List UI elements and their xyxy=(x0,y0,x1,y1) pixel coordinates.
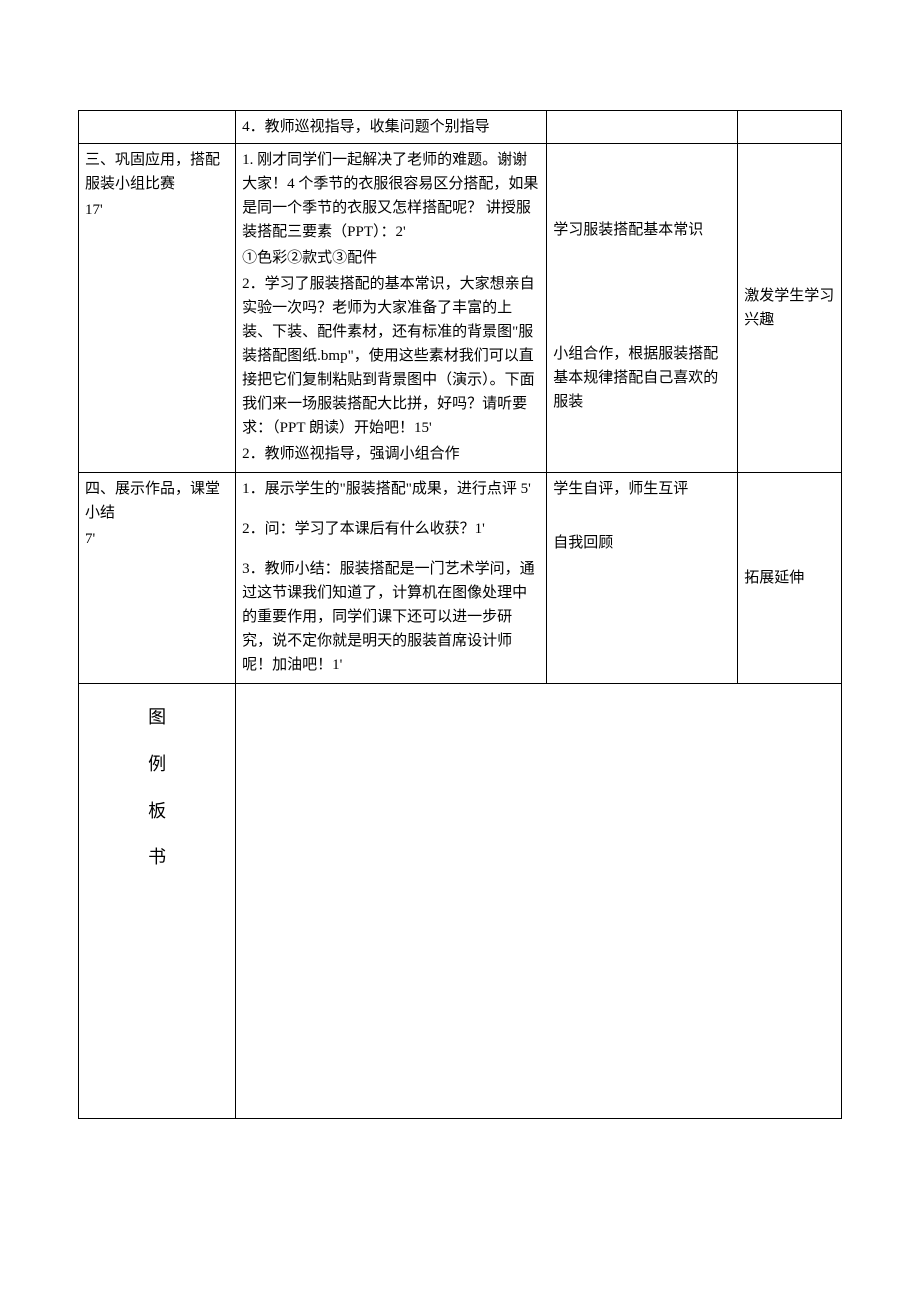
student-cell xyxy=(547,111,738,144)
stage-duration: 17' xyxy=(85,198,229,222)
spacer xyxy=(553,300,731,314)
spacer xyxy=(553,258,731,272)
intent-cell: 拓展延伸 xyxy=(738,473,842,684)
spacer xyxy=(242,543,540,557)
spacer xyxy=(553,286,731,300)
page: 4．教师巡视指导，收集问题个别指导 三、巩固应用，搭配服装小组比赛 17' 1.… xyxy=(0,0,920,1302)
intent-cell: 激发学生学习兴趣 xyxy=(738,144,842,473)
student-block: 小组合作，根据服装搭配基本规律搭配自己喜欢的服装 xyxy=(553,342,731,414)
teacher-line: 3．教师小结：服装搭配是一门艺术学问，通过这节课我们知道了，计算机在图像处理中的… xyxy=(242,557,540,677)
stage-title: 四、展示作品，课堂小结 xyxy=(85,477,229,525)
teacher-line: 2．学习了服装搭配的基本常识，大家想亲自实验一次吗？老师为大家准备了丰富的上装、… xyxy=(242,272,540,440)
teacher-cell: 4．教师巡视指导，收集问题个别指导 xyxy=(236,111,547,144)
teacher-line: 2．问：学习了本课后有什么收获？1' xyxy=(242,517,540,541)
vertical-label-char: 书 xyxy=(85,834,229,881)
blank-content-cell xyxy=(236,684,842,1119)
table-row: 四、展示作品，课堂小结 7' 1．展示学生的"服装搭配"成果，进行点评 5' 2… xyxy=(79,473,842,684)
spacer xyxy=(553,503,731,517)
teacher-cell: 1. 刚才同学们一起解决了老师的难题。谢谢大家！4 个季节的衣服很容易区分搭配，… xyxy=(236,144,547,473)
stage-cell: 四、展示作品，课堂小结 7' xyxy=(79,473,236,684)
stage-duration: 7' xyxy=(85,527,229,551)
spacer xyxy=(553,204,731,218)
spacer xyxy=(553,162,731,176)
teacher-line: 1．展示学生的"服装搭配"成果，进行点评 5' xyxy=(242,477,540,501)
spacer xyxy=(553,244,731,258)
student-block: 自我回顾 xyxy=(553,531,731,555)
lesson-plan-table: 4．教师巡视指导，收集问题个别指导 三、巩固应用，搭配服装小组比赛 17' 1.… xyxy=(78,110,842,1119)
stage-cell xyxy=(79,111,236,144)
spacer xyxy=(553,517,731,531)
student-block: 学习服装搭配基本常识 xyxy=(553,218,731,242)
spacer xyxy=(553,176,731,190)
stage-title: 三、巩固应用，搭配服装小组比赛 xyxy=(85,148,229,196)
vertical-label-cell: 图 例 板 书 xyxy=(79,684,236,1119)
student-cell: 学习服装搭配基本常识 小组合作，根据服装搭配基本规律搭配自己喜欢的服装 xyxy=(547,144,738,473)
spacer xyxy=(242,503,540,517)
teacher-line: ①色彩②款式③配件 xyxy=(242,246,540,270)
vertical-label-char: 例 xyxy=(85,741,229,788)
table-row: 图 例 板 书 xyxy=(79,684,842,1119)
intent-cell xyxy=(738,111,842,144)
spacer xyxy=(553,272,731,286)
student-block: 学生自评，师生互评 xyxy=(553,477,731,501)
table-row: 三、巩固应用，搭配服装小组比赛 17' 1. 刚才同学们一起解决了老师的难题。谢… xyxy=(79,144,842,473)
table-row: 4．教师巡视指导，收集问题个别指导 xyxy=(79,111,842,144)
teacher-line: 1. 刚才同学们一起解决了老师的难题。谢谢大家！4 个季节的衣服很容易区分搭配，… xyxy=(242,148,540,244)
teacher-line: 2．教师巡视指导，强调小组合作 xyxy=(242,442,540,466)
stage-cell: 三、巩固应用，搭配服装小组比赛 17' xyxy=(79,144,236,473)
student-cell: 学生自评，师生互评 自我回顾 xyxy=(547,473,738,684)
teacher-cell: 1．展示学生的"服装搭配"成果，进行点评 5' 2．问：学习了本课后有什么收获？… xyxy=(236,473,547,684)
intent-text: 激发学生学习兴趣 xyxy=(744,284,835,332)
intent-text: 拓展延伸 xyxy=(744,566,835,590)
vertical-label-char: 图 xyxy=(85,694,229,741)
spacer xyxy=(553,190,731,204)
vertical-label-char: 板 xyxy=(85,788,229,835)
spacer xyxy=(553,314,731,328)
spacer xyxy=(553,328,731,342)
teacher-text: 4．教师巡视指导，收集问题个别指导 xyxy=(242,119,490,135)
spacer xyxy=(553,148,731,162)
